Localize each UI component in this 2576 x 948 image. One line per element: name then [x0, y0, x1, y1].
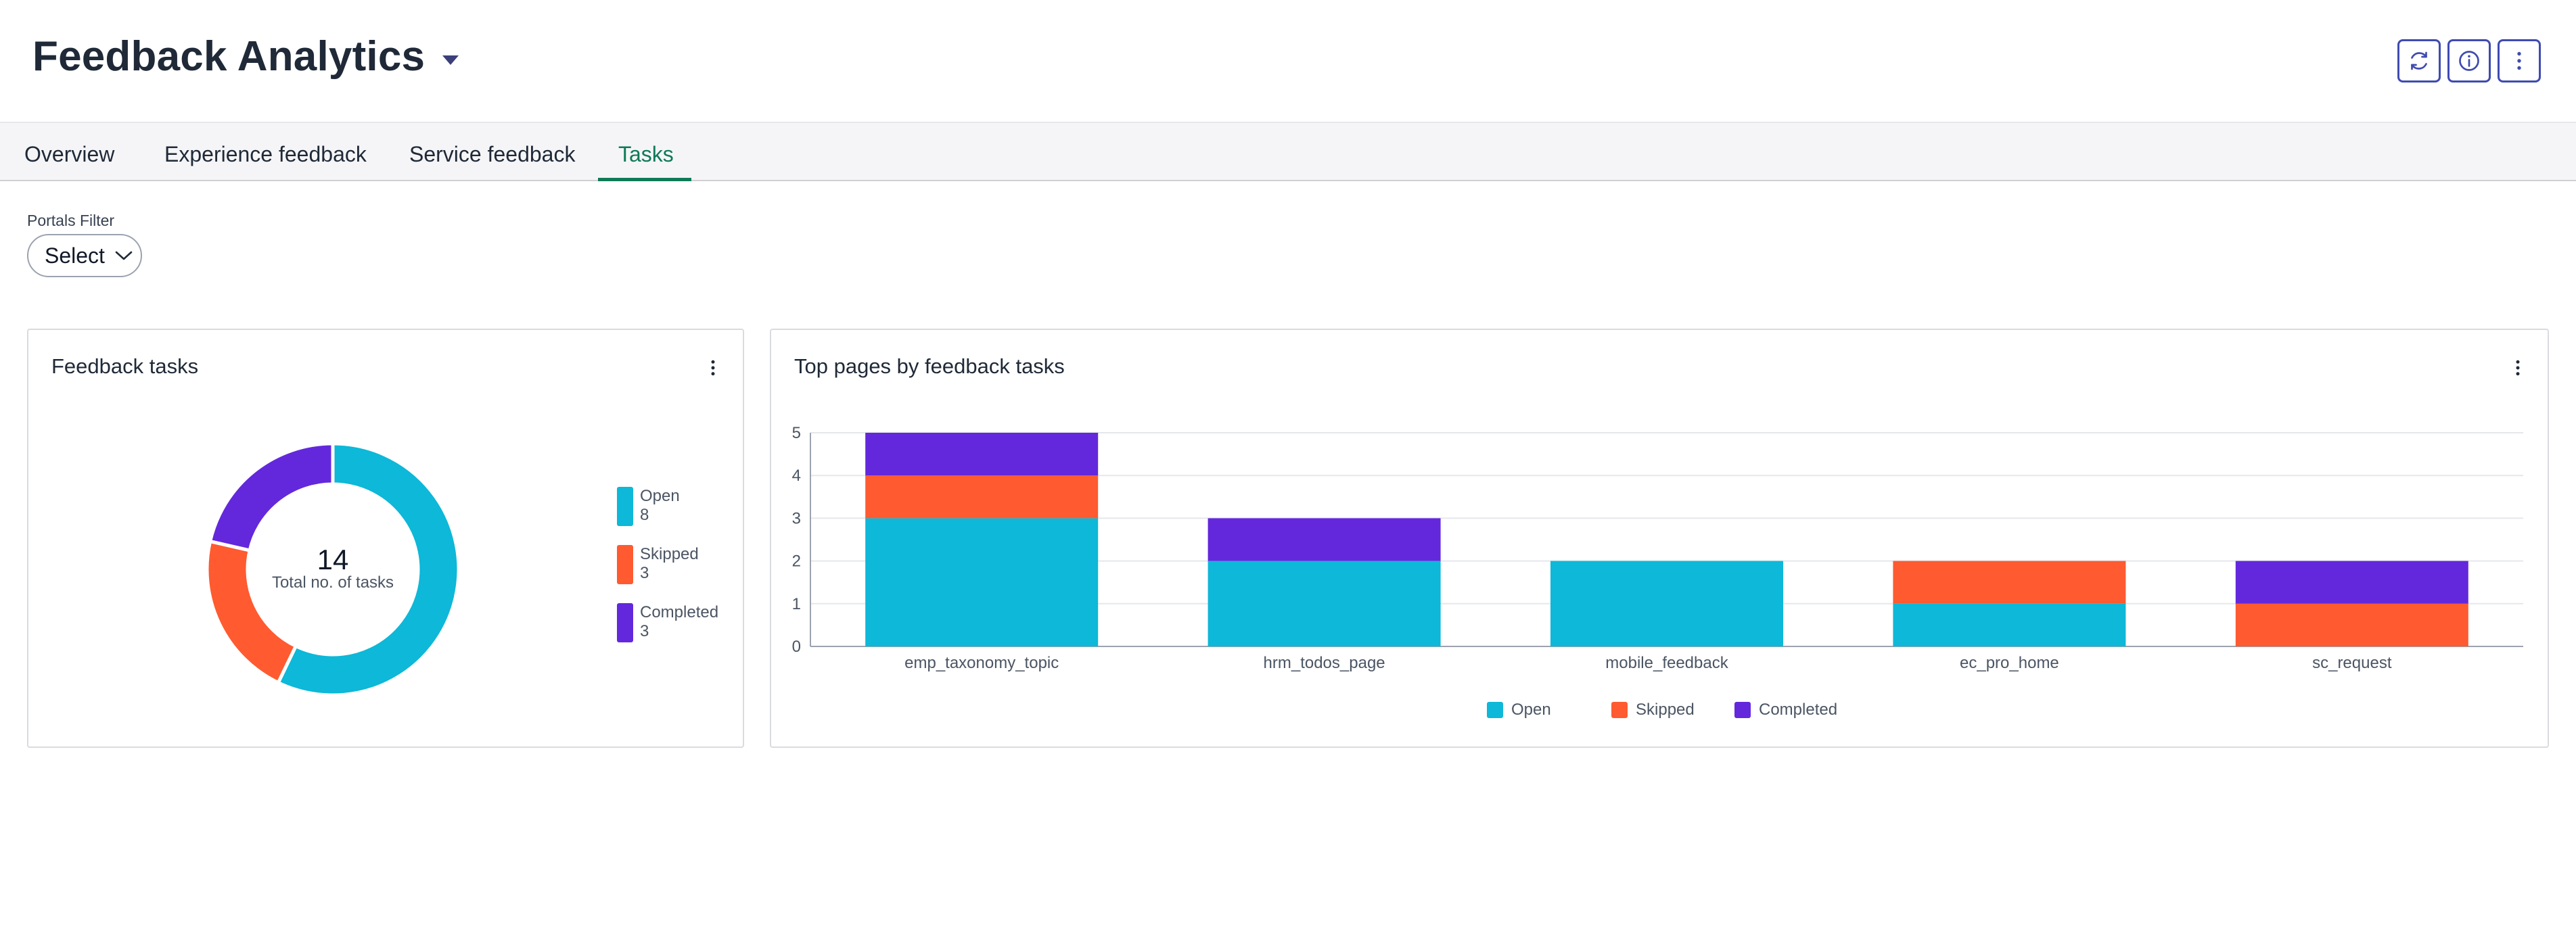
donut-slice-completed[interactable] [208, 442, 335, 552]
bar-segment-open[interactable] [1893, 603, 2126, 646]
y-tick-label: 3 [792, 509, 801, 527]
bar-segment-skipped[interactable] [1893, 561, 2126, 604]
portals-filter-label: Portals Filter [27, 212, 115, 229]
donut-total-label: Total no. of tasks [271, 573, 394, 592]
legend-label: Skipped [640, 545, 699, 563]
y-tick-label: 2 [792, 552, 801, 571]
portals-filter-select[interactable]: Select [27, 234, 142, 277]
card-title: Feedback tasks [51, 354, 199, 378]
x-tick-label: sc_request [2312, 654, 2392, 672]
info-button[interactable] [2447, 39, 2491, 82]
tab-service-feedback[interactable]: Service feedback [409, 142, 576, 166]
bar-segment-open[interactable] [1208, 561, 1441, 646]
more-vertical-icon [2516, 360, 2520, 376]
legend-swatch [617, 603, 633, 642]
refresh-icon [2411, 51, 2427, 70]
bar-segment-completed[interactable] [2235, 561, 2468, 604]
x-tick-label: emp_taxonomy_topic [904, 654, 1059, 672]
more-button[interactable] [2498, 39, 2541, 82]
chevron-down-icon[interactable] [442, 55, 459, 65]
donut-chart [205, 442, 461, 697]
bar-segment-skipped[interactable] [2235, 603, 2468, 646]
legend-label: Open [1511, 701, 1551, 719]
x-tick-label: mobile_feedback [1605, 654, 1728, 672]
legend-value: 3 [640, 564, 649, 582]
legend-value: 3 [640, 622, 649, 640]
card-menu-button[interactable] [2504, 354, 2531, 381]
legend-completed: Completed [1734, 701, 1837, 719]
page-title: Feedback Analytics [32, 33, 426, 80]
bar-segment-skipped[interactable] [865, 475, 1099, 519]
y-tick-label: 0 [792, 638, 801, 656]
tab-overview[interactable]: Overview [24, 142, 115, 166]
chevron-down-icon [115, 251, 133, 260]
more-vertical-icon [2517, 51, 2521, 70]
bar-segment-completed[interactable] [865, 433, 1099, 476]
active-tab-indicator [598, 178, 691, 181]
tab-bar: Overview Experience feedback Service fee… [0, 123, 2576, 181]
tab-experience-feedback[interactable]: Experience feedback [164, 142, 367, 166]
stacked-bar-chart: 0 1 2 3 4 5 emp_taxonomy_topic hrm_todos_page mo… [792, 424, 2523, 672]
legend-label: Open [640, 487, 680, 505]
legend-label: Completed [1759, 701, 1838, 719]
legend-completed: Completed 3 [617, 603, 718, 642]
donut-total: 14 [317, 544, 349, 575]
legend-label: Completed [640, 603, 719, 621]
legend-skipped: Skipped 3 [617, 545, 699, 584]
title-dropdown[interactable]: Feedback Analytics [32, 32, 459, 80]
donut-slice-open[interactable] [275, 442, 461, 697]
legend-swatch [1611, 702, 1628, 718]
legend-swatch [1487, 702, 1503, 718]
info-icon [2459, 51, 2479, 71]
legend-swatch [1734, 702, 1751, 718]
y-tick-label: 1 [792, 595, 801, 613]
legend-open: Open 8 [617, 487, 680, 526]
legend-label: Skipped [1636, 701, 1695, 719]
page-header: Feedback Analytics [0, 0, 2576, 123]
legend-swatch [617, 487, 633, 526]
feedback-tasks-card: Feedback tasks 14 Total no. of tasks Ope… [27, 329, 744, 748]
legend-open: Open [1487, 701, 1551, 719]
legend-value: 8 [640, 506, 649, 524]
y-tick-label: 4 [792, 467, 801, 485]
bar-segment-completed[interactable] [1208, 518, 1441, 561]
top-pages-card: Top pages by feedback tasks 0 1 2 3 4 5 emp_ta… [770, 329, 2549, 748]
more-vertical-icon [711, 360, 715, 376]
card-title: Top pages by feedback tasks [794, 354, 1065, 378]
x-tick-label: ec_pro_home [1960, 654, 2059, 672]
card-menu-button[interactable] [699, 354, 727, 381]
bar-segment-open[interactable] [1550, 561, 1783, 646]
bar-segment-open[interactable] [865, 518, 1099, 646]
y-tick-label: 5 [792, 424, 801, 442]
legend-skipped: Skipped [1611, 701, 1695, 719]
tab-tasks[interactable]: Tasks [618, 142, 674, 166]
refresh-button[interactable] [2397, 39, 2441, 82]
x-tick-label: hrm_todos_page [1264, 654, 1385, 672]
legend-swatch [617, 545, 633, 584]
select-value: Select [45, 243, 105, 268]
